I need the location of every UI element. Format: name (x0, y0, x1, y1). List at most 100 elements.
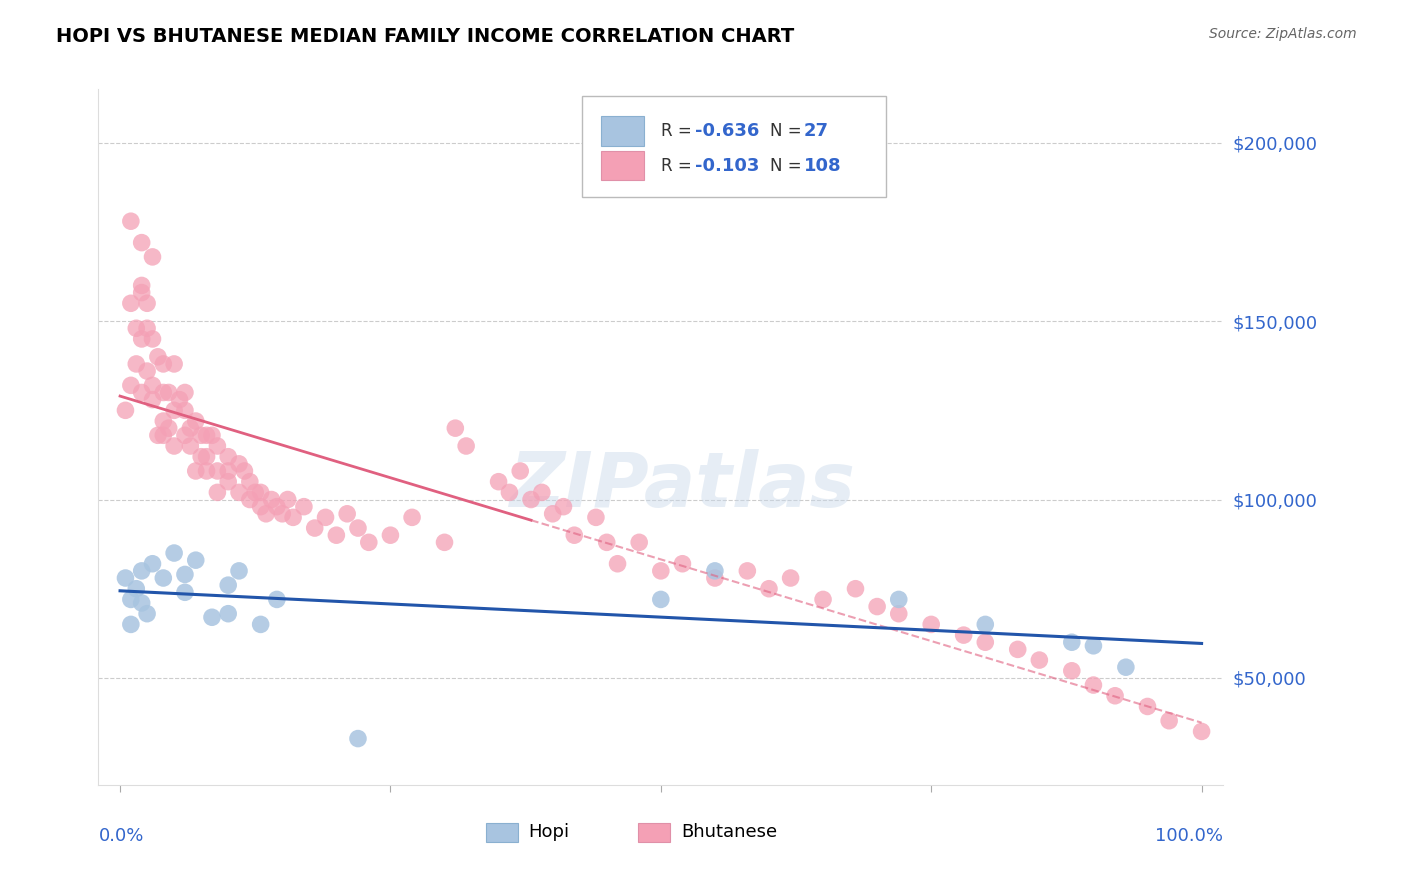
Point (125, 357, 148, 371)
Point (179, 421, 201, 435)
Point (141, 557, 163, 571)
Point (120, 617, 142, 632)
Point (1191, 724, 1213, 739)
Point (1136, 699, 1159, 714)
Point (596, 535, 619, 549)
Point (131, 332, 153, 346)
Point (201, 610, 224, 624)
Bar (486, 822, 517, 842)
Point (157, 421, 180, 435)
Point (207, 439, 229, 453)
Point (952, 628, 974, 642)
Point (217, 578, 239, 592)
Point (163, 357, 186, 371)
Point (249, 500, 271, 514)
Point (380, 528, 402, 542)
Point (174, 403, 197, 417)
Point (120, 378, 142, 392)
Point (174, 585, 197, 599)
Point (628, 535, 651, 549)
Text: R =: R = (661, 122, 697, 140)
Text: 27: 27 (804, 122, 828, 140)
Point (304, 521, 326, 535)
Text: R =: R = (661, 157, 697, 175)
Point (347, 731, 370, 746)
Point (433, 535, 456, 549)
Point (1083, 639, 1105, 653)
Point (650, 592, 672, 607)
Point (120, 214, 142, 228)
Point (120, 296, 142, 310)
Point (228, 564, 250, 578)
Point (141, 378, 163, 392)
Point (844, 582, 866, 596)
Point (488, 475, 510, 489)
Point (239, 475, 262, 489)
Point (152, 385, 174, 400)
Point (146, 428, 169, 442)
Point (207, 464, 229, 478)
Point (136, 364, 159, 378)
Point (174, 428, 197, 442)
Point (509, 464, 531, 478)
Text: 108: 108 (804, 157, 841, 175)
Point (141, 392, 163, 407)
Point (152, 428, 174, 442)
Point (179, 439, 201, 453)
Point (239, 492, 262, 507)
Text: 100.0%: 100.0% (1156, 827, 1223, 845)
Point (357, 535, 380, 549)
Point (249, 617, 271, 632)
Point (260, 492, 283, 507)
Point (315, 510, 337, 524)
Point (217, 450, 239, 464)
Point (195, 450, 218, 464)
Point (520, 492, 543, 507)
Bar (638, 822, 669, 842)
Point (207, 485, 229, 500)
Point (887, 592, 910, 607)
Point (195, 428, 218, 442)
Point (456, 439, 478, 453)
Text: -0.103: -0.103 (695, 157, 759, 175)
Point (136, 296, 159, 310)
Point (920, 617, 942, 632)
Point (866, 599, 889, 614)
Point (157, 385, 180, 400)
Point (779, 571, 801, 585)
Point (152, 571, 174, 585)
Point (190, 428, 212, 442)
Point (131, 385, 153, 400)
Point (131, 278, 153, 293)
Point (336, 507, 359, 521)
Point (136, 607, 159, 621)
Point (266, 500, 288, 514)
Point (553, 500, 575, 514)
Point (152, 357, 174, 371)
Point (401, 510, 423, 524)
Point (444, 421, 467, 435)
Point (190, 450, 212, 464)
Point (228, 485, 250, 500)
Point (184, 464, 207, 478)
Point (585, 510, 607, 524)
Point (141, 250, 163, 264)
Point (1060, 635, 1083, 649)
Text: N =: N = (770, 122, 807, 140)
Point (201, 428, 224, 442)
Text: N =: N = (770, 157, 807, 175)
Point (141, 332, 163, 346)
Point (703, 571, 725, 585)
Point (974, 635, 997, 649)
Text: -0.636: -0.636 (695, 122, 759, 140)
Point (1060, 664, 1083, 678)
Point (184, 414, 207, 428)
Point (163, 439, 186, 453)
Point (184, 553, 207, 567)
Point (233, 464, 256, 478)
Point (217, 607, 239, 621)
Point (169, 392, 191, 407)
Point (174, 567, 197, 582)
Point (120, 592, 142, 607)
Point (277, 492, 299, 507)
